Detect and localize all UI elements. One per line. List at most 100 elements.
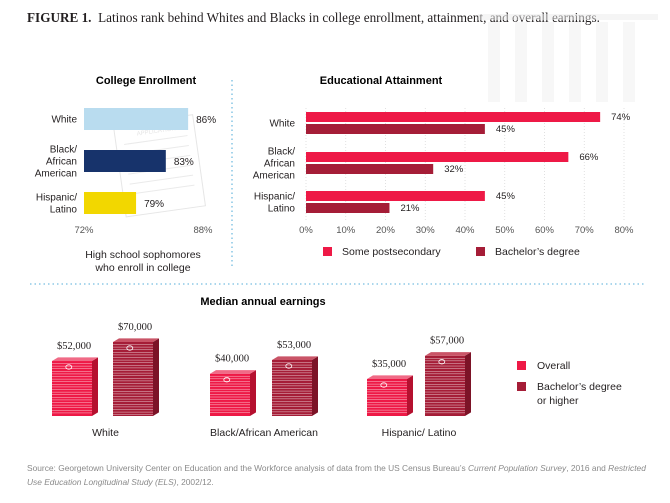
attainment-value-label: 66%	[579, 152, 599, 163]
earnings-category-label: Hispanic/ Latino	[382, 427, 457, 439]
legend-label-overall: Overall	[537, 360, 570, 372]
legend-swatch-bachelors	[476, 247, 485, 256]
stack-top	[210, 370, 256, 374]
stack-top	[425, 352, 471, 356]
earnings-value-label: $53,000	[277, 340, 311, 351]
enrollment-category-label: White	[51, 115, 77, 126]
bill-band-icon	[126, 345, 134, 351]
earnings-stack-overall-2	[210, 370, 256, 416]
enrollment-bar-2	[84, 150, 166, 172]
enrollment-tick-label: 88%	[193, 225, 213, 236]
earnings-stack-overall-3	[367, 375, 413, 416]
attainment-chart-title: Educational Attainment	[320, 75, 443, 87]
stack-face	[272, 359, 312, 416]
enrollment-value-label: 79%	[144, 199, 164, 210]
attainment-bar-some-postsecondary-2	[306, 152, 569, 162]
background-columns-art	[478, 14, 658, 102]
bill-band-icon	[438, 359, 446, 365]
attainment-tick-label: 50%	[495, 225, 515, 236]
bill-band-icon	[65, 364, 73, 370]
attainment-category-label: Hispanic/	[254, 192, 295, 203]
source-italic-els: Restricted Use Education Longitudinal St…	[27, 463, 646, 487]
source-italic-cps: Current Population Survey	[468, 463, 567, 473]
stack-side	[92, 357, 98, 416]
attainment-value-label: 74%	[611, 112, 631, 123]
attainment-bar-some-postsecondary-3	[306, 191, 485, 201]
stack-side	[312, 356, 318, 416]
attainment-value-label: 45%	[496, 191, 516, 202]
enrollment-value-label: 86%	[196, 115, 216, 126]
enrollment-category-label: Latino	[50, 205, 78, 216]
earnings-category-label: Black/African American	[210, 427, 318, 439]
attainment-tick-label: 60%	[535, 225, 555, 236]
earnings-chart: $52,000 $70,000 White $40,000 $53,000 Black/A…	[52, 322, 622, 439]
earnings-stack-bachelors-2	[272, 356, 318, 416]
enrollment-category-label: African	[46, 157, 77, 168]
attainment-tick-label: 80%	[614, 225, 634, 236]
earnings-category-label: White	[92, 427, 119, 439]
source-suffix: , 2002/12.	[176, 477, 214, 487]
enrollment-value-label: 83%	[174, 157, 194, 168]
stack-top	[367, 375, 413, 379]
stack-top	[272, 356, 318, 360]
legend-swatch-bachelors-or-higher	[517, 382, 526, 391]
attainment-bar-bachelors-3	[306, 203, 390, 213]
stack-face	[425, 355, 465, 416]
attainment-value-label: 21%	[400, 203, 420, 214]
figure-label: FIGURE 1.	[27, 10, 92, 25]
stack-side	[250, 370, 256, 416]
figure-title: FIGURE 1. Latinos rank behind Whites and…	[27, 10, 667, 26]
enrollment-chart-title: College Enrollment	[96, 75, 197, 87]
enrollment-xlabel: High school sophomores	[85, 249, 201, 261]
legend-label-bachelors-or-higher: Bachelor’s degree	[537, 381, 622, 393]
attainment-bar-bachelors-1	[306, 124, 485, 134]
attainment-tick-label: 10%	[336, 225, 356, 236]
attainment-tick-label: 0%	[299, 225, 313, 236]
attainment-tick-label: 70%	[575, 225, 595, 236]
stack-side	[407, 375, 413, 416]
bill-band-icon	[223, 377, 231, 383]
earnings-stack-bachelors-3	[425, 352, 471, 416]
attainment-category-label: Latino	[268, 204, 296, 215]
legend-swatch-overall	[517, 361, 526, 370]
stack-side	[153, 338, 159, 416]
earnings-chart-title: Median annual earnings	[200, 296, 325, 308]
stack-face	[113, 342, 153, 416]
figure-title-text: Latinos rank behind Whites and Blacks in…	[98, 10, 600, 25]
enrollment-category-label: Hispanic/	[36, 193, 77, 204]
stack-top	[113, 338, 159, 342]
earnings-value-label: $52,000	[57, 341, 91, 352]
earnings-stack-bachelors-1	[113, 338, 159, 416]
enrollment-category-label: American	[35, 169, 77, 180]
source-note: Source: Georgetown University Center on …	[27, 461, 647, 489]
stack-side	[465, 352, 471, 416]
attainment-bar-bachelors-2	[306, 164, 434, 174]
legend-label-bachelors: Bachelor’s degree	[495, 246, 580, 258]
attainment-tick-label: 20%	[376, 225, 396, 236]
attainment-category-label: Black/	[268, 147, 295, 158]
earnings-value-label: $70,000	[118, 322, 152, 333]
attainment-bar-some-postsecondary-1	[306, 112, 601, 122]
earnings-stack-overall-1	[52, 357, 98, 416]
source-prefix: Source: Georgetown University Center on …	[27, 463, 468, 473]
enrollment-bar-3	[84, 192, 137, 214]
stack-top	[52, 357, 98, 362]
legend-label-some-postsecondary: Some postsecondary	[342, 246, 441, 258]
legend-swatch-some-postsecondary	[323, 247, 332, 256]
attainment-chart: 0% 10% 20% 30% 40% 50% 60% 70% 80% 74% 45% White 66%…	[253, 108, 634, 258]
earnings-value-label: $57,000	[430, 336, 464, 347]
stack-face	[52, 361, 92, 416]
earnings-value-label: $35,000	[372, 359, 406, 370]
enrollment-bar-1	[84, 108, 189, 130]
enrollment-xlabel: who enroll in college	[94, 262, 190, 274]
attainment-value-label: 45%	[496, 124, 516, 135]
attainment-category-label: White	[269, 119, 295, 130]
attainment-category-label: American	[253, 171, 295, 182]
source-middle: , 2016 and	[566, 463, 609, 473]
bill-band-icon	[380, 382, 388, 388]
earnings-value-label: $40,000	[215, 354, 249, 365]
attainment-tick-label: 40%	[455, 225, 475, 236]
svg-text:APPLICATION: APPLICATION	[136, 126, 176, 137]
